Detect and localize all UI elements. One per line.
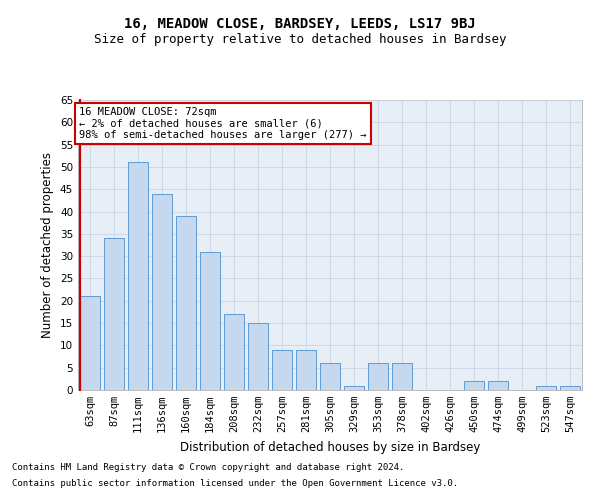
Y-axis label: Number of detached properties: Number of detached properties	[41, 152, 55, 338]
Bar	[560, 386, 580, 390]
Bar	[296, 350, 316, 390]
Bar	[488, 381, 508, 390]
Text: Contains public sector information licensed under the Open Government Licence v3: Contains public sector information licen…	[12, 478, 458, 488]
Bar	[536, 386, 556, 390]
Bar	[368, 363, 388, 390]
Bar	[200, 252, 220, 390]
Bar	[464, 381, 484, 390]
Bar	[80, 296, 100, 390]
Bar	[152, 194, 172, 390]
Text: 16, MEADOW CLOSE, BARDSEY, LEEDS, LS17 9BJ: 16, MEADOW CLOSE, BARDSEY, LEEDS, LS17 9…	[124, 18, 476, 32]
Bar	[104, 238, 124, 390]
Text: 16 MEADOW CLOSE: 72sqm
← 2% of detached houses are smaller (6)
98% of semi-detac: 16 MEADOW CLOSE: 72sqm ← 2% of detached …	[79, 106, 367, 140]
Bar	[248, 323, 268, 390]
Bar	[176, 216, 196, 390]
Bar	[320, 363, 340, 390]
Bar	[344, 386, 364, 390]
Bar	[128, 162, 148, 390]
Bar	[272, 350, 292, 390]
Bar	[224, 314, 244, 390]
Text: Contains HM Land Registry data © Crown copyright and database right 2024.: Contains HM Land Registry data © Crown c…	[12, 464, 404, 472]
Bar	[392, 363, 412, 390]
X-axis label: Distribution of detached houses by size in Bardsey: Distribution of detached houses by size …	[180, 440, 480, 454]
Text: Size of property relative to detached houses in Bardsey: Size of property relative to detached ho…	[94, 32, 506, 46]
